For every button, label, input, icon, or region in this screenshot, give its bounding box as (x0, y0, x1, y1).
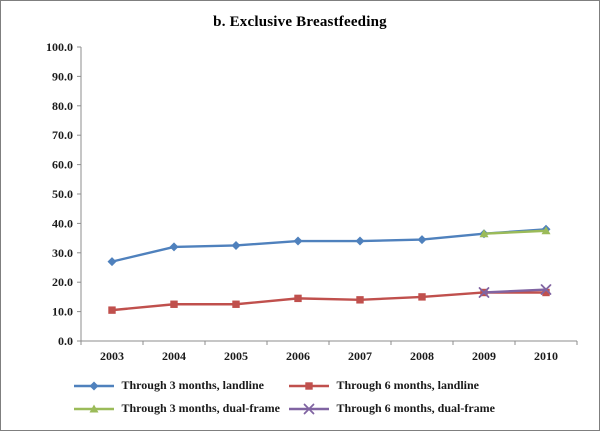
legend-item-through-3-months-landline: Through 3 months, landline (73, 378, 288, 393)
series-marker-diamond (293, 236, 303, 246)
legend-item-through-3-months-dual-frame: Through 3 months, dual-frame (73, 401, 288, 416)
series-marker-square (170, 300, 178, 308)
legend-item-through-6-months-dual-frame: Through 6 months, dual-frame (288, 401, 528, 416)
y-axis-tick-label: 90.0 (52, 69, 73, 83)
series-marker-triangle (541, 226, 551, 235)
y-axis-tick-label: 40.0 (52, 216, 73, 230)
series-marker-square (356, 296, 364, 304)
x-axis-category-label: 2010 (534, 349, 558, 363)
y-axis-tick-label: 20.0 (52, 275, 73, 289)
chart-legend: Through 3 months, landline Through 6 mon… (1, 374, 599, 420)
series-through-6-months-dual-frame (478, 284, 552, 298)
x-axis-category-label: 2009 (472, 349, 496, 363)
series-marker-diamond (107, 257, 117, 267)
x-axis-category-label: 2004 (162, 349, 186, 363)
x-axis-category-label: 2007 (348, 349, 372, 363)
series-marker-triangle (479, 229, 489, 238)
series-line (110, 291, 548, 312)
series-marker-x (303, 403, 314, 414)
legend-label: Through 3 months, landline (121, 378, 265, 392)
legend-marker-x-icon (288, 403, 329, 414)
chart-title: b. Exclusive Breastfeeding (213, 14, 387, 30)
x-axis-category-label: 2005 (224, 349, 248, 363)
y-axis-tick-label: 50.0 (52, 187, 73, 201)
series-marker-diamond (169, 242, 179, 252)
series-marker-x (478, 287, 490, 298)
series-marker-square (542, 288, 550, 297)
series-line (482, 229, 548, 235)
series-line (482, 288, 548, 294)
y-axis-tick-label: 80.0 (52, 99, 73, 113)
series-marker-square (418, 293, 426, 301)
y-axis-tick-label: 0.0 (58, 334, 73, 348)
legend-label: Through 3 months, dual-frame (121, 401, 280, 415)
legend-marker-diamond-icon (73, 381, 114, 390)
series-marker-square (304, 381, 313, 390)
legend-item-through-6-months-landline: Through 6 months, landline (288, 378, 528, 393)
y-axis-tick-label: 100.0 (46, 40, 73, 54)
legend-marker-square-icon (288, 381, 329, 390)
legend-label: Through 6 months, landline (336, 378, 480, 392)
series-through-3-months-dual-frame (479, 226, 551, 238)
series-marker-diamond (417, 235, 427, 245)
series-line (110, 228, 548, 263)
series-marker-square (294, 294, 302, 303)
series-marker-x (540, 284, 552, 295)
y-axis-tick-label: 70.0 (52, 128, 73, 142)
series-marker-square (108, 306, 116, 314)
series-marker-diamond (231, 240, 241, 250)
series-marker-triangle (89, 404, 98, 412)
series-marker-diamond (355, 236, 365, 246)
x-axis-category-label: 2003 (100, 349, 124, 363)
legend-marker-triangle-icon (73, 404, 114, 412)
y-axis-tick-label: 10.0 (52, 305, 73, 319)
series-marker-square (232, 300, 240, 308)
x-axis-category-label: 2006 (286, 349, 310, 363)
series-marker-diamond (89, 381, 98, 390)
y-axis-tick-label: 30.0 (52, 246, 73, 260)
y-axis-tick-label: 60.0 (52, 158, 73, 172)
x-axis-category-label: 2008 (410, 349, 434, 363)
legend-label: Through 6 months, dual-frame (336, 401, 495, 415)
